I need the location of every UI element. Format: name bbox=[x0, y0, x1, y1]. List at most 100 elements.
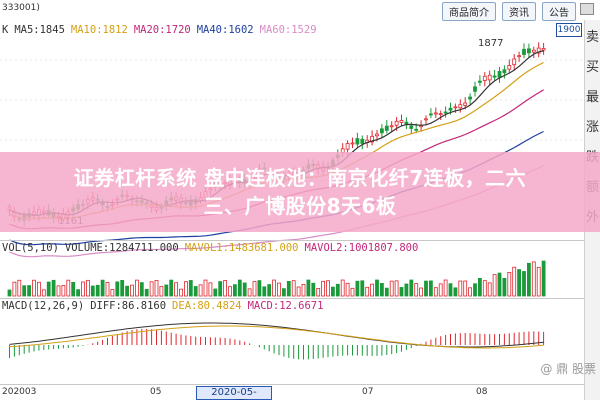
volume-bar bbox=[130, 284, 134, 297]
volume-bar bbox=[375, 279, 379, 297]
volume-bar bbox=[110, 289, 115, 297]
volume-bar bbox=[482, 280, 487, 297]
volume-bar bbox=[183, 281, 188, 297]
volume-bar bbox=[179, 288, 183, 297]
volume-bar bbox=[120, 279, 125, 297]
chart-type-label: K bbox=[2, 24, 9, 36]
volume-bar bbox=[424, 280, 428, 297]
volume-bar bbox=[311, 282, 316, 297]
volume-bar bbox=[502, 277, 507, 297]
volume-bar bbox=[139, 282, 144, 297]
candle-body bbox=[360, 138, 365, 144]
volume-bar bbox=[301, 284, 306, 297]
volume-bar bbox=[384, 287, 389, 297]
candle-body bbox=[345, 143, 350, 150]
announcement-button[interactable]: 公告 bbox=[542, 2, 576, 21]
dea-value: DEA:80.4824 bbox=[172, 300, 242, 312]
product-intro-button[interactable]: 商品简介 bbox=[442, 2, 496, 21]
volume-bar bbox=[512, 266, 517, 297]
volume-bar bbox=[208, 282, 213, 297]
headline-line-1: 证券杠杆系统 盘中连板池：南京化纤7连板，二六 bbox=[73, 166, 527, 190]
candle-body bbox=[370, 135, 375, 143]
volume-bar bbox=[335, 283, 340, 297]
vol-title: VOL(5,10) bbox=[2, 242, 59, 254]
candle-body bbox=[473, 86, 477, 92]
volume-bar bbox=[22, 285, 27, 297]
sidebar-sell[interactable]: 卖 bbox=[585, 30, 599, 45]
ma5-label: MA5:1845 bbox=[14, 24, 65, 36]
volume-bar bbox=[360, 280, 365, 297]
dea-line bbox=[9, 325, 544, 349]
volume-bar bbox=[536, 266, 541, 297]
candle-body bbox=[463, 102, 468, 106]
candle-body bbox=[482, 75, 487, 81]
axis-label-202003: 202003 bbox=[2, 387, 37, 397]
volume-bar bbox=[90, 285, 95, 297]
volume-bar bbox=[296, 286, 301, 297]
volume-bar bbox=[389, 280, 394, 297]
candle-body bbox=[424, 118, 428, 121]
mavol1-value: MAVOL1:1483681.000 bbox=[184, 242, 299, 254]
macd-title: MACD(12,26,9) bbox=[2, 300, 85, 312]
volume-bar bbox=[473, 283, 477, 297]
macd-value: MACD:12.6671 bbox=[247, 300, 324, 312]
candle-body bbox=[527, 48, 531, 54]
volume-bar bbox=[17, 279, 22, 297]
volume-bar bbox=[247, 288, 252, 297]
volume-bar bbox=[355, 280, 360, 297]
candle-body bbox=[379, 128, 384, 134]
volume-bar bbox=[100, 279, 105, 297]
candle-body bbox=[375, 133, 379, 137]
volume-bar bbox=[193, 286, 198, 297]
window-icon[interactable] bbox=[580, 3, 594, 15]
candle-body bbox=[409, 125, 414, 129]
ma40-label: MA40:1602 bbox=[196, 24, 254, 36]
candle-body bbox=[522, 48, 526, 55]
candle-body bbox=[477, 80, 482, 83]
volume-bar bbox=[438, 283, 443, 297]
volume-bar bbox=[7, 289, 12, 297]
sidebar-rise: 涨 bbox=[585, 120, 599, 135]
volume-bar bbox=[66, 279, 71, 297]
volume-bar bbox=[399, 287, 404, 297]
volume-bar bbox=[286, 281, 291, 297]
volume-bar bbox=[281, 288, 286, 297]
volume-bar bbox=[409, 279, 414, 297]
candle-body bbox=[433, 112, 438, 115]
diff-line bbox=[9, 322, 544, 348]
candle-body bbox=[384, 125, 389, 131]
volume-bar bbox=[252, 281, 257, 297]
candle-body bbox=[438, 113, 443, 116]
ma-legend: K MA5:1845 MA10:1812 MA20:1720 MA40:1602… bbox=[0, 22, 317, 38]
volume-bar bbox=[237, 279, 242, 297]
volume-bar bbox=[125, 285, 129, 297]
candle-body bbox=[458, 104, 463, 109]
volume-bar bbox=[46, 281, 51, 297]
volume-bar bbox=[487, 282, 492, 297]
ma60-label: MA60:1529 bbox=[259, 24, 317, 36]
volume-bar bbox=[527, 262, 531, 297]
volume-bar bbox=[81, 281, 85, 297]
ma20-label: MA20:1720 bbox=[133, 24, 191, 36]
volume-bar bbox=[453, 287, 458, 297]
selected-date-box[interactable]: 2020-05-14(四) bbox=[196, 386, 272, 400]
volume-bar bbox=[541, 260, 546, 297]
candle-body bbox=[404, 121, 409, 125]
volume-bar bbox=[188, 280, 193, 297]
vol-legend: VOL(5,10) VOLUME:1284711.000 MAVOL1:1483… bbox=[2, 242, 418, 254]
candle-body bbox=[517, 55, 521, 58]
candle-body bbox=[453, 106, 458, 109]
candle-body bbox=[487, 74, 492, 81]
volume-bar bbox=[76, 289, 80, 297]
news-button[interactable]: 资讯 bbox=[502, 2, 536, 21]
volume-bar bbox=[134, 279, 139, 297]
time-axis: 202003 05 2020-05-14(四) 07 08 bbox=[0, 384, 584, 400]
volume-bar bbox=[115, 281, 120, 297]
volume-bar bbox=[507, 272, 512, 297]
volume-bar bbox=[277, 282, 281, 297]
volume-bar bbox=[531, 261, 536, 297]
sidebar-buy[interactable]: 买 bbox=[585, 60, 599, 75]
ma10-label: MA10:1812 bbox=[70, 24, 128, 36]
volume-bar bbox=[41, 289, 46, 297]
volume-bar bbox=[105, 282, 110, 297]
